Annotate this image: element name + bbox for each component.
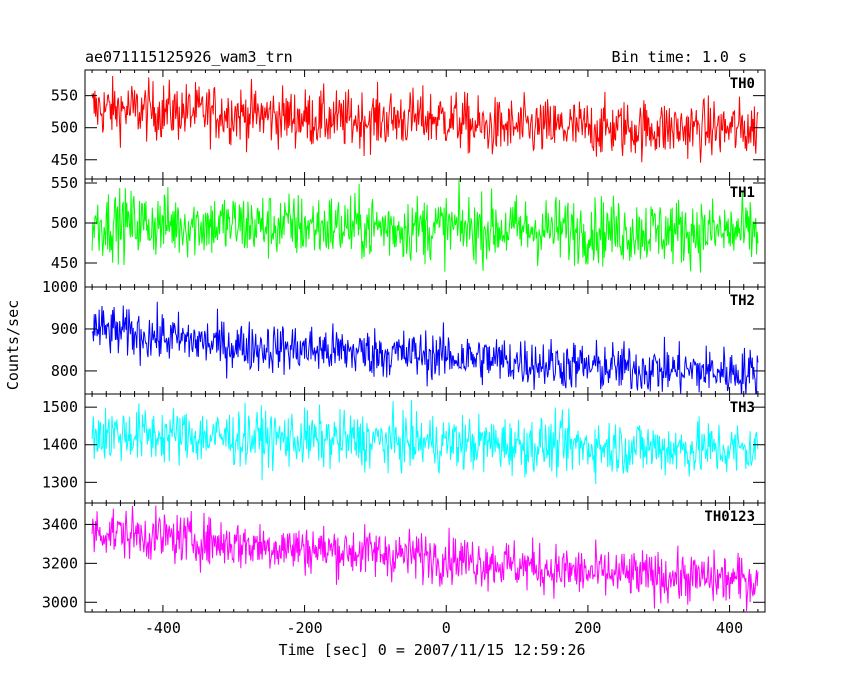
series-line-th0 <box>91 75 759 163</box>
y-tick-label: 3200 <box>42 554 78 572</box>
y-tick-label: 450 <box>51 254 78 272</box>
panel-th0: 450 500 550 TH0 <box>51 69 766 180</box>
panel-label: TH0123 <box>704 509 755 525</box>
y-tick-label: 800 <box>51 362 78 380</box>
series-line-th2 <box>91 301 759 394</box>
y-tick-label: 1000 <box>42 278 78 296</box>
series-line-th3 <box>91 399 759 484</box>
panel-label: TH1 <box>730 185 755 201</box>
x-tick-label: -400 <box>145 619 181 637</box>
chart-subtitle-bin-time: Bin time: 1.0 s <box>612 48 747 66</box>
y-tick-label: 450 <box>51 151 78 169</box>
y-tick-label: 1500 <box>42 398 78 416</box>
y-tick-label: 1400 <box>42 436 78 454</box>
panel-label: TH3 <box>730 400 755 416</box>
panel-frame-th0123 <box>84 502 766 613</box>
x-tick-label: 400 <box>716 619 743 637</box>
y-tick-label: 3400 <box>42 515 78 533</box>
y-tick-label: 500 <box>51 214 78 232</box>
panel-th0123: 3000 3200 3400 TH0123 <box>42 502 766 613</box>
y-axis-title: Counts/sec <box>4 300 22 390</box>
y-tick-label: 500 <box>51 119 78 137</box>
y-tick-label: 900 <box>51 320 78 338</box>
panel-th2: 800 900 1000 TH2 <box>42 278 766 395</box>
y-tick-label: 550 <box>51 87 78 105</box>
y-tick-label: 3000 <box>42 593 78 611</box>
x-tick-label: 200 <box>574 619 601 637</box>
series-line-th1 <box>91 179 759 273</box>
series-line-th0123 <box>91 505 759 612</box>
panel-label: TH2 <box>730 293 755 309</box>
x-axis-title: Time [sec] 0 = 2007/11/15 12:59:26 <box>278 641 585 659</box>
panel-label: TH0 <box>730 76 755 92</box>
panels-layer: 450 500 550 TH0 450 500 550 TH1 800 900 1000 TH2 130… <box>42 69 766 637</box>
panel-th3: 1300 1400 1500 TH3 <box>42 393 766 504</box>
x-tick-label: -200 <box>287 619 323 637</box>
y-tick-label: 550 <box>51 174 78 192</box>
chart-title: ae071115125926_wam3_trn <box>85 48 293 66</box>
x-tick-label: 0 <box>442 619 451 637</box>
y-tick-label: 1300 <box>42 473 78 491</box>
panel-th1: 450 500 550 TH1 <box>51 174 766 288</box>
